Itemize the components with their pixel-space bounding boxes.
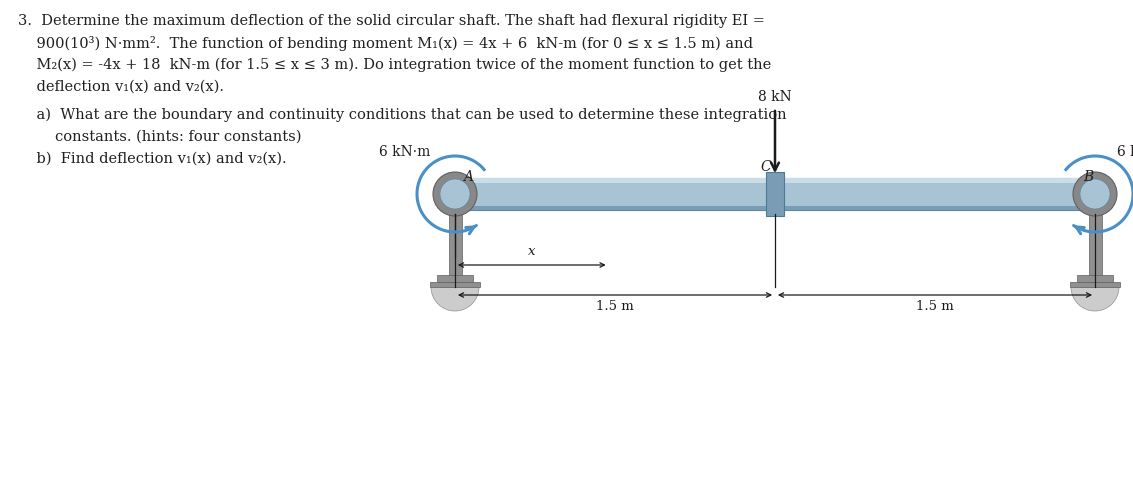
Bar: [431, 282, 480, 287]
Circle shape: [433, 172, 477, 216]
Bar: [1070, 282, 1121, 287]
Text: B: B: [1083, 170, 1093, 184]
Bar: [1077, 275, 1113, 282]
Text: 1.5 m: 1.5 m: [917, 300, 954, 313]
Circle shape: [1080, 179, 1110, 209]
Wedge shape: [431, 287, 479, 311]
Text: 6 kN·m: 6 kN·m: [1117, 145, 1133, 159]
Bar: [1089, 210, 1101, 282]
Text: b)  Find deflection v₁(x) and v₂(x).: b) Find deflection v₁(x) and v₂(x).: [18, 152, 287, 166]
Text: C: C: [760, 160, 770, 174]
Text: a)  What are the boundary and continuity conditions that can be used to determin: a) What are the boundary and continuity …: [18, 108, 786, 122]
Bar: [455, 178, 1094, 210]
Text: 1.5 m: 1.5 m: [596, 300, 633, 313]
Bar: [455, 178, 1094, 183]
Circle shape: [440, 179, 470, 209]
Text: constants. (hints: four constants): constants. (hints: four constants): [18, 130, 301, 144]
Text: A: A: [463, 170, 472, 184]
Bar: [449, 210, 461, 282]
Wedge shape: [1071, 287, 1119, 311]
Text: 900(10³) N·mm².  The function of bending moment M₁(x) = 4x + 6  kN-m (for 0 ≤ x : 900(10³) N·mm². The function of bending …: [18, 36, 753, 51]
Text: 3.  Determine the maximum deflection of the solid circular shaft. The shaft had : 3. Determine the maximum deflection of t…: [18, 14, 765, 28]
Bar: [455, 206, 1094, 210]
Bar: [766, 172, 784, 216]
Circle shape: [1073, 172, 1117, 216]
Text: 6 kN·m: 6 kN·m: [380, 145, 431, 159]
Text: deflection v₁(x) and v₂(x).: deflection v₁(x) and v₂(x).: [18, 80, 224, 94]
Text: M₂(x) = -4x + 18  kN-m (for 1.5 ≤ x ≤ 3 m). Do integration twice of the moment f: M₂(x) = -4x + 18 kN-m (for 1.5 ≤ x ≤ 3 m…: [18, 58, 772, 73]
Text: 8 kN: 8 kN: [758, 90, 792, 104]
Text: x: x: [528, 245, 536, 258]
Bar: [437, 275, 472, 282]
